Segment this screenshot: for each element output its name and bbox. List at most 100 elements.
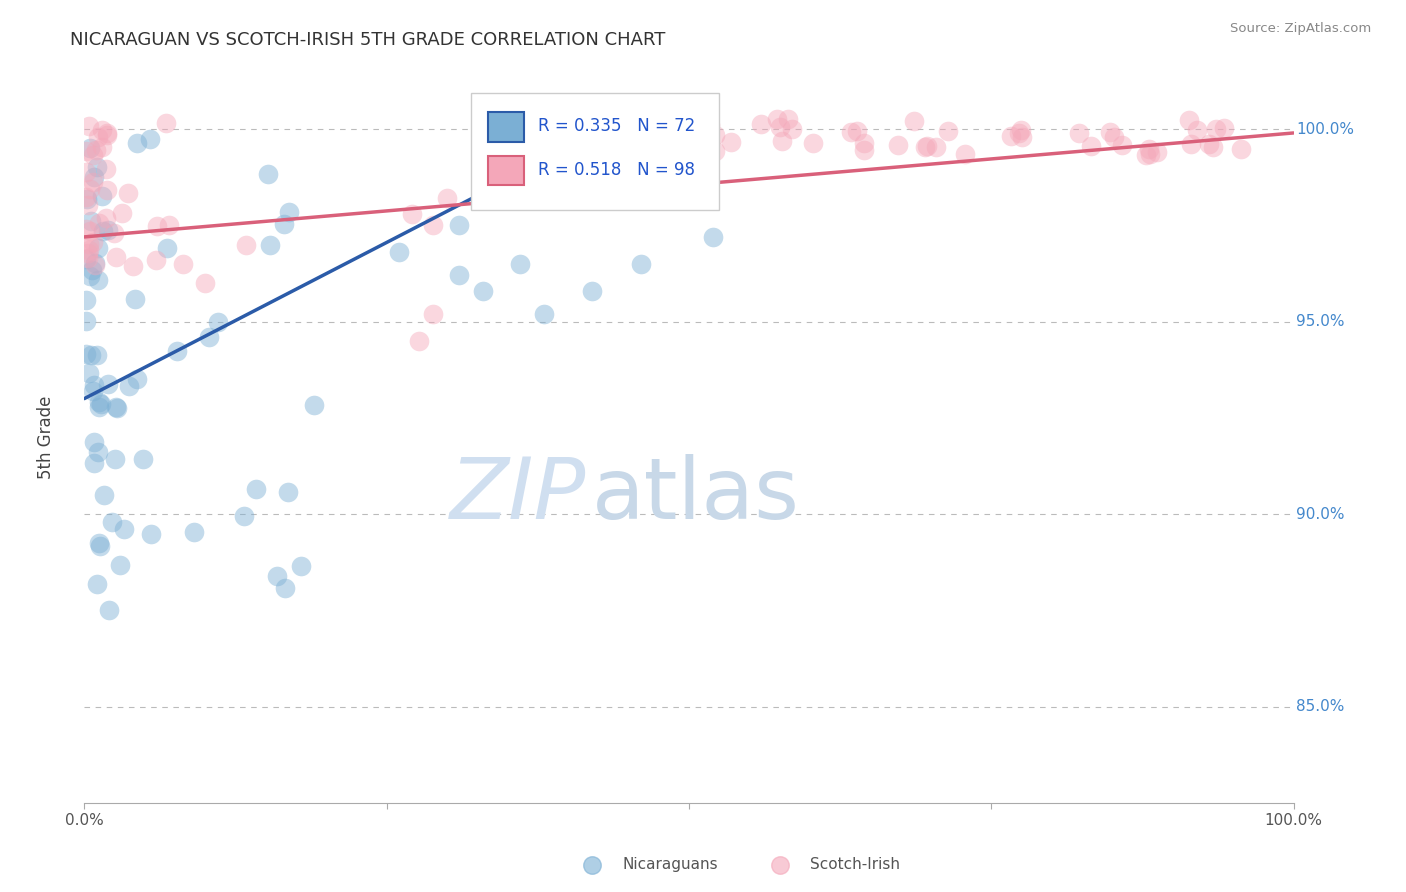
Text: ZIP: ZIP <box>450 454 586 537</box>
Point <box>290 559 312 574</box>
Text: 5th Grade: 5th Grade <box>37 395 55 479</box>
Point <box>1000 129 1022 144</box>
Text: R = 0.335   N = 72: R = 0.335 N = 72 <box>538 117 695 136</box>
Point <box>96 126 118 140</box>
Point <box>1010 123 1032 137</box>
Point <box>87 273 110 287</box>
Point <box>266 569 288 583</box>
Point <box>86 577 108 591</box>
Point <box>75 347 97 361</box>
Point <box>145 253 167 268</box>
Point <box>76 192 98 206</box>
Point <box>915 139 938 153</box>
Point <box>125 136 148 151</box>
Point <box>1135 148 1157 162</box>
Point <box>1011 129 1033 144</box>
Point <box>131 452 153 467</box>
Point <box>93 488 115 502</box>
Point <box>278 204 301 219</box>
Point <box>538 115 561 129</box>
Point <box>207 315 229 329</box>
Point <box>259 237 281 252</box>
Text: NICARAGUAN VS SCOTCH-IRISH 5TH GRADE CORRELATION CHART: NICARAGUAN VS SCOTCH-IRISH 5TH GRADE COR… <box>70 31 665 49</box>
Point <box>82 235 104 249</box>
Point <box>91 224 114 238</box>
Point <box>80 348 103 362</box>
Point <box>83 435 105 450</box>
FancyBboxPatch shape <box>488 112 524 142</box>
Point <box>1178 113 1201 128</box>
Point <box>654 136 676 151</box>
Point <box>245 482 267 496</box>
Point <box>273 217 295 231</box>
Point <box>124 292 146 306</box>
Point <box>117 186 139 201</box>
Point <box>87 241 110 255</box>
Point <box>388 245 411 260</box>
Text: Source: ZipAtlas.com: Source: ZipAtlas.com <box>1230 22 1371 36</box>
Point <box>770 134 793 148</box>
Point <box>766 112 789 126</box>
Point <box>1198 137 1220 152</box>
Point <box>768 120 790 134</box>
Point <box>83 378 105 392</box>
Point <box>82 175 104 189</box>
Point <box>1067 126 1090 140</box>
Point <box>1205 122 1227 136</box>
Point <box>449 268 471 283</box>
Point <box>1137 142 1160 156</box>
Point <box>96 161 118 176</box>
Point <box>122 260 145 274</box>
Point <box>146 219 169 233</box>
Point <box>436 191 458 205</box>
Point <box>613 111 636 125</box>
Point <box>166 344 188 359</box>
Point <box>630 257 652 271</box>
Text: 85.0%: 85.0% <box>1296 699 1344 714</box>
Point <box>77 236 100 251</box>
Point <box>422 307 444 321</box>
Point <box>1080 139 1102 153</box>
Point <box>672 129 695 144</box>
Point <box>801 136 824 150</box>
Text: 95.0%: 95.0% <box>1296 314 1344 329</box>
Text: 100.0%: 100.0% <box>1296 121 1354 136</box>
Point <box>103 452 125 467</box>
Point <box>422 219 444 233</box>
Text: Nicaraguans: Nicaraguans <box>623 857 718 872</box>
Point <box>936 124 959 138</box>
Point <box>79 366 101 380</box>
Point <box>720 135 742 149</box>
FancyBboxPatch shape <box>471 94 720 211</box>
Point <box>94 211 117 225</box>
Point <box>86 348 108 362</box>
Point <box>75 252 97 266</box>
Point <box>125 372 148 386</box>
Point <box>96 128 118 142</box>
Point <box>97 223 120 237</box>
Point <box>97 376 120 391</box>
Point <box>91 123 114 137</box>
Point <box>118 379 141 393</box>
Point <box>194 276 217 290</box>
Point <box>1146 145 1168 159</box>
Point <box>557 140 579 154</box>
Point <box>90 140 112 154</box>
Point <box>83 169 105 184</box>
Point <box>274 581 297 595</box>
Point <box>77 244 100 258</box>
Point <box>853 144 876 158</box>
Point <box>845 123 868 137</box>
Point <box>914 140 936 154</box>
Point <box>925 140 948 154</box>
Point <box>620 112 643 127</box>
Point <box>1185 123 1208 137</box>
Point <box>776 112 799 126</box>
Point <box>80 263 103 277</box>
Point <box>75 222 97 236</box>
Point <box>1008 126 1031 140</box>
Point <box>591 145 613 160</box>
Point <box>108 558 131 573</box>
Point <box>84 143 107 157</box>
Point <box>139 527 162 541</box>
